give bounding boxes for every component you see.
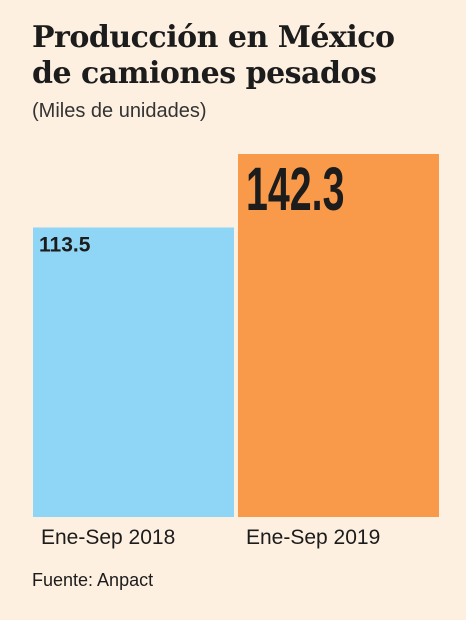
source-note: Fuente: Anpact <box>32 570 154 590</box>
chart-title-line-1: Producción en México <box>32 20 395 55</box>
category-label-1: Ene-Sep 2018 <box>41 526 175 549</box>
bar-2-value-label: 142.3 <box>246 154 344 223</box>
chart-title-line-2: de camiones pesados <box>32 56 377 91</box>
bar-1-value-label: 113.5 <box>39 233 91 256</box>
category-label-2: Ene-Sep 2019 <box>246 526 380 549</box>
bar-1 <box>33 227 234 517</box>
chart-subtitle: (Miles de unidades) <box>32 100 207 122</box>
bar-2 <box>238 154 439 517</box>
chart-title: Producción en México de camiones pesados <box>32 20 452 92</box>
